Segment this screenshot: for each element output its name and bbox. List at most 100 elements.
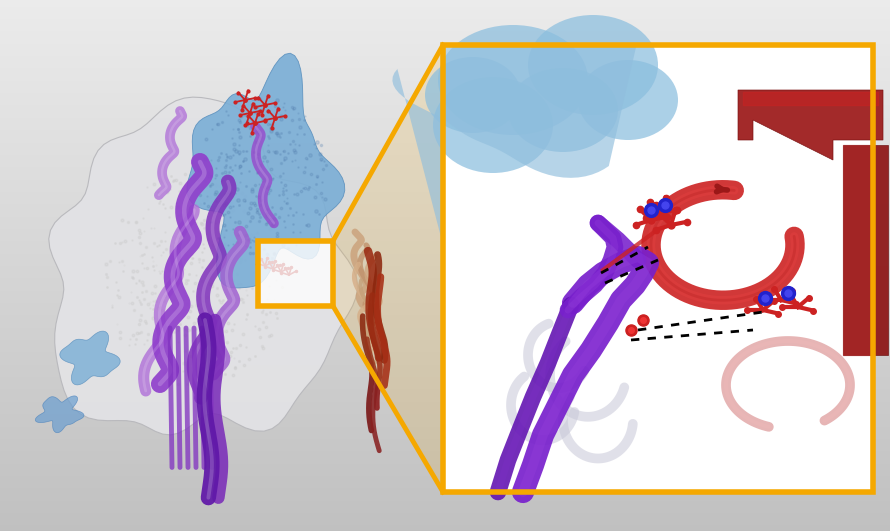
Bar [0,109,890,110]
Bar [0,100,890,101]
Bar [0,525,890,526]
Bar [0,214,890,215]
Bar [0,321,890,322]
Polygon shape [333,45,443,492]
Bar [0,171,890,172]
Bar [0,155,890,156]
Bar [0,7,890,8]
Bar [0,15,890,16]
Bar [0,116,890,117]
Bar [0,493,890,494]
Bar [0,80,890,81]
Bar [0,358,890,359]
Bar [0,396,890,397]
Bar [0,518,890,519]
Bar [0,23,890,24]
Bar [0,290,890,291]
Bar [0,457,890,458]
Bar [0,284,890,285]
Bar [0,398,890,399]
Bar [0,169,890,170]
Bar [0,386,890,387]
Bar [0,142,890,143]
Bar [0,401,890,402]
Bar [0,254,890,255]
Bar [0,3,890,4]
Bar [0,477,890,478]
Bar [0,207,890,208]
Bar [0,462,890,463]
Bar [0,144,890,145]
Bar [0,402,890,403]
Bar [0,363,890,364]
Bar [0,399,890,400]
Bar [0,407,890,408]
Bar [0,437,890,438]
Bar [0,11,890,12]
Bar [0,66,890,67]
Bar [0,330,890,331]
Bar [0,310,890,311]
Bar [0,453,890,454]
Bar [0,392,890,393]
Bar [0,332,890,333]
Bar [0,78,890,79]
Bar [0,309,890,310]
Bar [0,187,890,188]
Bar [0,473,890,474]
Bar [0,103,890,104]
Bar [0,299,890,300]
Bar [0,50,890,51]
Bar [0,324,890,325]
Bar [0,72,890,73]
Bar [0,498,890,499]
Bar [0,203,890,204]
Bar [0,492,890,493]
Bar [0,421,890,422]
Bar [0,200,890,201]
Bar [0,19,890,20]
Bar [0,189,890,190]
Bar [0,115,890,116]
Bar [0,383,890,384]
Bar [0,178,890,179]
Bar [0,474,890,475]
Bar [0,208,890,209]
Bar [0,292,890,293]
Bar [0,366,890,367]
Bar [0,487,890,488]
Bar [0,215,890,216]
Bar [0,126,890,127]
Bar [0,528,890,529]
Bar [0,348,890,349]
Bar [0,250,890,251]
Bar [0,497,890,498]
Bar [0,147,890,148]
Bar [0,367,890,368]
Ellipse shape [433,77,553,173]
Bar [0,435,890,436]
Bar [0,67,890,68]
Bar [0,463,890,464]
Bar [0,217,890,218]
Bar [0,56,890,57]
Bar [0,413,890,414]
Bar [0,213,890,214]
Bar [0,211,890,212]
Bar [0,524,890,525]
Bar [0,190,890,191]
Bar [0,519,890,520]
Bar [0,161,890,162]
Bar [0,85,890,86]
Bar [0,369,890,370]
Bar [0,505,890,506]
Bar [0,49,890,50]
Bar [0,60,890,61]
Bar [0,403,890,404]
Bar [0,362,890,363]
Bar [0,445,890,446]
Bar [0,495,890,496]
Bar [0,236,890,237]
Bar [0,439,890,440]
Bar [0,304,890,305]
